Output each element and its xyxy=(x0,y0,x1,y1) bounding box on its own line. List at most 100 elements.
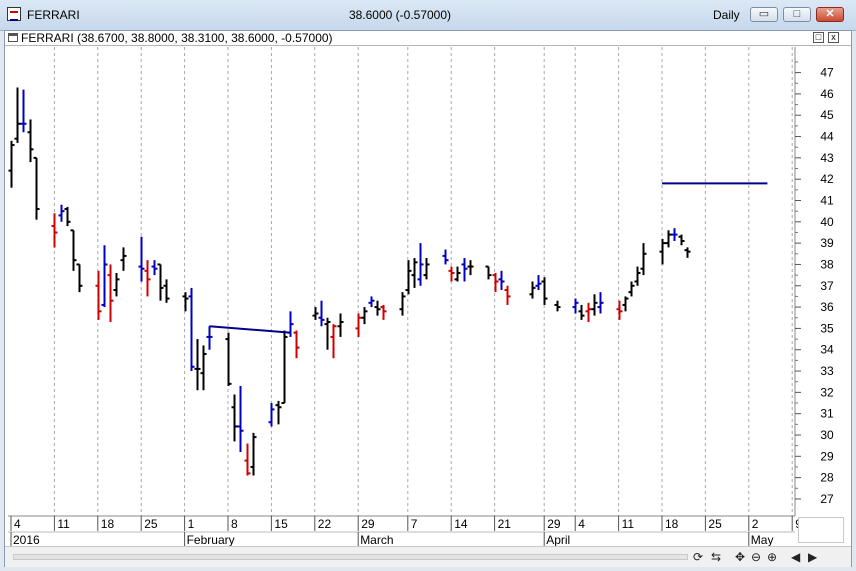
x-tick-label: 21 xyxy=(498,517,512,531)
x-tick-label: 4 xyxy=(14,517,21,531)
x-tick-label: 11 xyxy=(622,517,635,531)
y-tick-label: 31 xyxy=(820,407,834,421)
x-tick-label: 11 xyxy=(57,517,70,531)
ohlc-bar xyxy=(671,228,678,241)
y-tick-label: 39 xyxy=(820,236,834,250)
ohlc-bar xyxy=(293,330,300,359)
ohlc-bar xyxy=(585,302,592,323)
y-tick-label: 42 xyxy=(820,172,834,186)
ohlc-bar xyxy=(485,265,492,280)
month-label: February xyxy=(187,533,235,547)
ohlc-bar xyxy=(368,296,375,308)
ohlc-bar xyxy=(157,263,164,301)
maximize-icon: □ xyxy=(793,8,801,20)
ohlc-bar xyxy=(330,324,337,359)
ohlc-bar xyxy=(541,277,548,305)
ohlc-bar xyxy=(678,234,685,246)
ohlc-bar xyxy=(138,236,145,282)
month-label: March xyxy=(360,533,393,547)
ohlc-bar xyxy=(144,260,151,297)
ohlc-bar xyxy=(597,292,604,314)
x-tick-label: 1 xyxy=(188,517,195,531)
ohlc-bar xyxy=(640,243,647,276)
zoom-out-icon[interactable]: ⊖ xyxy=(751,550,762,564)
chart-period[interactable]: Daily xyxy=(713,8,740,22)
ohlc-bar xyxy=(659,238,666,265)
x-tick-label: 22 xyxy=(318,517,332,531)
subwindow-icon[interactable] xyxy=(8,33,18,42)
chart-grid xyxy=(53,47,793,516)
x-tick-label: 4 xyxy=(578,517,585,531)
scroll-right-icon[interactable]: ▶ xyxy=(808,550,818,564)
ohlc-bar xyxy=(399,292,406,316)
refresh-icon[interactable]: ⟳ xyxy=(693,550,704,564)
ohlc-bar xyxy=(151,260,158,276)
chart-toolbar: ⟳ ⇆ ✥ ⊖ ⊕ ◀ ▶ xyxy=(5,546,851,567)
ohlc-bar xyxy=(33,156,40,220)
horizontal-scrollbar[interactable] xyxy=(13,554,688,560)
x-tick-label: 14 xyxy=(454,517,468,531)
ohlc-readout: FERRARI (38.6700, 38.8000, 38.3100, 38.6… xyxy=(21,31,333,45)
ohlc-bar xyxy=(423,258,430,280)
ohlc-bar xyxy=(231,394,238,442)
ohlc-bar xyxy=(572,298,579,314)
x-tick-label: 8 xyxy=(231,517,238,531)
chart-app-icon[interactable] xyxy=(7,7,21,21)
ohlc-bar xyxy=(200,345,207,391)
pan-icon[interactable]: ✥ xyxy=(735,550,746,564)
ohlc-bar xyxy=(182,292,189,312)
zoom-in-icon[interactable]: ⊕ xyxy=(767,550,778,564)
ohlc-bar xyxy=(454,266,461,282)
subwindow-close-button[interactable]: x xyxy=(828,32,839,43)
ohlc-bar xyxy=(318,300,325,327)
close-button[interactable]: ✕ xyxy=(816,7,844,22)
x-tick-label: 29 xyxy=(547,517,561,531)
x-tick-label: 18 xyxy=(101,517,115,531)
x-tick-label: 15 xyxy=(274,517,288,531)
price-axis: 27 28 29 30 31 32 33 34 35 36 37 38 39 40 41 42 43 44 45 46… xyxy=(795,61,834,506)
ohlc-bar xyxy=(417,243,424,286)
y-tick-label: 28 xyxy=(820,471,834,485)
month-label: April xyxy=(546,533,570,547)
axis-corner xyxy=(798,517,844,543)
close-icon: x xyxy=(831,32,836,42)
ohlc-bar xyxy=(58,204,65,222)
ohlc-bar xyxy=(337,313,344,337)
y-tick-label: 27 xyxy=(820,492,834,506)
y-tick-label: 38 xyxy=(820,257,834,271)
ohlc-bar xyxy=(467,260,474,276)
window-titlebar: FERRARI 38.6000 (-0.57000) Daily ▭ □ ✕ xyxy=(0,0,856,31)
ohlc-bar xyxy=(374,300,381,316)
trendlines xyxy=(209,182,768,334)
maximize-button[interactable]: □ xyxy=(783,7,811,22)
scroll-icon[interactable]: ⇆ xyxy=(711,550,722,564)
minimize-button[interactable]: ▭ xyxy=(750,7,778,22)
ohlc-bar xyxy=(628,281,635,297)
ohlc-bar xyxy=(535,275,542,291)
ohlc-bar xyxy=(14,87,21,143)
x-tick-label: 25 xyxy=(144,517,158,531)
month-label: May xyxy=(751,533,774,547)
y-tick-label: 34 xyxy=(820,343,834,357)
x-tick-label: 2 xyxy=(752,517,759,531)
y-tick-label: 33 xyxy=(820,364,834,378)
ohlc-bar xyxy=(616,300,623,320)
x-tick-label: 7 xyxy=(411,517,418,531)
ohlc-bar xyxy=(8,140,15,188)
y-tick-label: 45 xyxy=(820,108,834,122)
ohlc-bar xyxy=(225,332,232,386)
ohlc-bar xyxy=(20,89,27,133)
ohlc-bar xyxy=(324,317,331,350)
ohlc-bar xyxy=(163,279,170,303)
y-tick-label: 30 xyxy=(820,428,834,442)
scroll-left-icon[interactable]: ◀ xyxy=(791,550,801,564)
y-tick-label: 37 xyxy=(820,279,834,293)
subwindow-restore-button[interactable]: □ xyxy=(813,32,824,43)
y-tick-label: 41 xyxy=(820,193,834,207)
y-tick-label: 36 xyxy=(820,300,834,314)
y-tick-label: 32 xyxy=(820,385,834,399)
ohlc-bar xyxy=(268,403,275,427)
month-label: 2016 xyxy=(13,533,40,547)
ohlc-bar xyxy=(27,119,34,163)
